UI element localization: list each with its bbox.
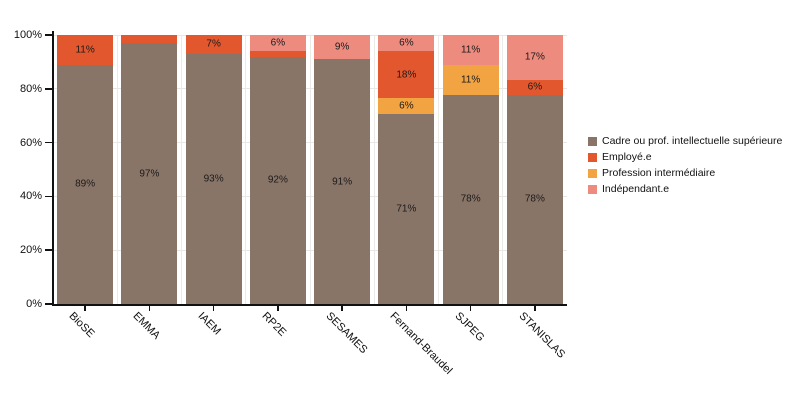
y-tick-mark [45, 34, 52, 36]
x-tick-mark [277, 306, 279, 311]
segment-value-label: 97% [139, 168, 160, 180]
segment-value-label: 11% [75, 44, 95, 56]
x-category-label: EMMA [130, 310, 163, 342]
segment-value-label: 89% [75, 178, 96, 190]
x-gridline [181, 35, 182, 304]
segment-value-label: 18% [396, 69, 417, 81]
y-axis-line [52, 31, 54, 305]
x-category-label: STANISLAS [516, 310, 568, 361]
bar-segment [506, 79, 563, 95]
x-category-label: IAEM [195, 310, 223, 338]
segment-value-label: 6% [270, 37, 286, 49]
segment-value-label: 91% [332, 176, 353, 188]
x-tick-mark [84, 306, 86, 311]
x-category-label: BioSE [66, 310, 97, 341]
legend-item: Cadre ou prof. intellectuelle supérieure [588, 133, 782, 149]
y-tick-mark [45, 195, 52, 198]
legend-swatch [588, 152, 597, 162]
x-category-label: SJPEG [452, 310, 487, 344]
bar-segment [121, 43, 178, 304]
bar-segment [249, 51, 306, 57]
bar-segment [442, 64, 499, 95]
x-tick-mark [534, 306, 536, 311]
bar-segment [442, 94, 499, 304]
y-tick-label: 100% [13, 29, 42, 41]
x-tick-mark [341, 306, 343, 311]
legend: Cadre ou prof. intellectuelle supérieure… [588, 133, 782, 197]
bar-segment [378, 35, 435, 51]
bar-segment [249, 35, 306, 52]
bar-segment [314, 35, 371, 60]
x-tick-mark [212, 306, 215, 311]
legend-label: Cadre ou prof. intellectuelle supérieure [602, 135, 783, 147]
bar-segment [121, 35, 178, 44]
x-axis-line [52, 304, 567, 306]
legend-item: Indépendant.e [588, 181, 782, 197]
segment-value-label: 78% [524, 193, 545, 205]
bar-segment [442, 35, 499, 65]
segment-value-label: 92% [267, 174, 288, 186]
x-gridline [309, 35, 311, 304]
segment-value-label: 93% [203, 173, 224, 185]
x-gridline [116, 35, 118, 304]
bar-segment [506, 35, 563, 80]
y-tick-label: 80% [19, 82, 42, 95]
x-gridline [373, 35, 375, 304]
legend-swatch [588, 184, 597, 194]
bar-segment [249, 56, 306, 304]
bar-segment [57, 35, 114, 65]
segment-value-label: 71% [396, 203, 417, 215]
legend-label: Employé.e [602, 151, 652, 163]
bar-segment [57, 64, 114, 304]
bar-segment [378, 114, 435, 304]
legend-label: Profession intermédiaire [602, 167, 716, 179]
x-tick-mark [405, 306, 408, 311]
y-tick-label: 60% [19, 136, 42, 149]
segment-value-label: 11% [460, 74, 481, 86]
segment-value-label: 9% [334, 41, 350, 53]
segment-value-label: 17% [524, 51, 545, 63]
x-tick-mark [148, 306, 151, 311]
bar-segment [378, 50, 435, 99]
x-gridline [438, 35, 439, 304]
y-tick-label: 40% [19, 190, 42, 203]
y-tick-label: 0% [26, 298, 42, 310]
legend-label: Indépendant.e [602, 183, 670, 195]
segment-value-label: 6% [399, 100, 414, 112]
segment-value-label: 7% [206, 38, 221, 50]
legend-item: Profession intermédiaire [588, 165, 782, 181]
legend-swatch [588, 136, 597, 146]
segment-value-label: 6% [399, 37, 414, 49]
x-category-label: SESAMES [323, 310, 370, 357]
y-tick-label: 20% [19, 244, 42, 257]
y-tick-mark [45, 88, 52, 90]
x-tick-mark [469, 306, 472, 311]
bar-segment [506, 94, 563, 304]
segment-value-label: 78% [460, 193, 481, 205]
segment-value-label: 6% [527, 81, 543, 93]
y-tick-mark [45, 303, 52, 305]
x-gridline [502, 35, 504, 304]
x-gridline [245, 35, 247, 304]
legend-swatch [588, 168, 597, 178]
bar-segment [378, 98, 435, 115]
y-tick-mark [45, 141, 52, 144]
legend-item: Employé.e [588, 149, 782, 165]
bar-segment [314, 59, 371, 304]
bar-segment [185, 35, 242, 54]
x-category-label: RP2E [259, 310, 289, 339]
x-category-label: Fernand-Braudel [387, 310, 455, 377]
y-tick-mark [45, 249, 52, 251]
bar-segment [185, 53, 242, 304]
segment-value-label: 11% [460, 44, 481, 56]
